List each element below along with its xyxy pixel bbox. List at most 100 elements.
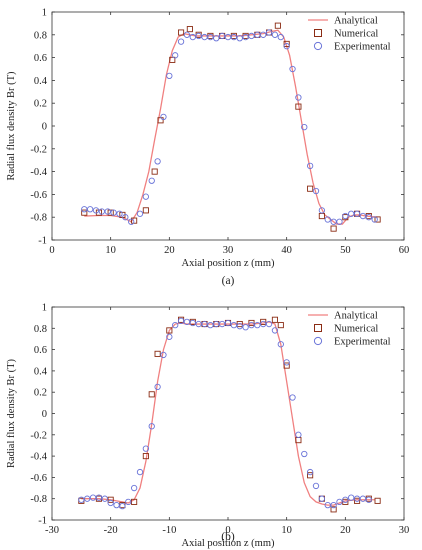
numerical-point: [248, 319, 255, 327]
experimental-point: [207, 33, 214, 41]
experimental-point: [348, 210, 355, 217]
experimental-point: [230, 33, 238, 41]
experimental-point: [189, 33, 196, 41]
y-tick-label: -0.2: [30, 430, 47, 441]
numerical-point: [271, 316, 278, 323]
x-tick-label: 20: [340, 525, 351, 536]
legend-label: Analytical: [334, 311, 378, 322]
experimental-point: [277, 33, 284, 41]
experimental-point: [189, 319, 196, 327]
numerical-point: [307, 185, 314, 192]
experimental-point: [336, 218, 343, 225]
y-tick-label: 0.8: [34, 324, 47, 335]
experimental-point: [172, 52, 179, 59]
experimental-point: [295, 94, 302, 101]
panel-label: (b): [221, 531, 235, 543]
experimental-point: [342, 212, 349, 220]
experimental-point: [265, 320, 273, 328]
experimental-point: [348, 494, 355, 501]
chart-panel-a: 0 10 20 30 40 50 60 -1 -0.8 -0.6 -0.4 -0.2 0 0.2 0.4 0.…: [6, 8, 409, 288]
y-tick-label: 0.4: [34, 366, 48, 377]
experimental-point: [254, 31, 261, 38]
experimental-point: [248, 32, 255, 40]
y-tick-label: 1: [42, 8, 47, 19]
legend-label: Numerical: [334, 29, 378, 40]
experimental-point: [81, 206, 88, 213]
experimental-point: [283, 43, 290, 50]
x-tick-label: 60: [399, 245, 410, 256]
numerical-point: [154, 350, 161, 357]
experimental-point: [260, 320, 267, 328]
experimental-point: [283, 359, 290, 366]
experimental-point: [289, 394, 296, 401]
experimental-point: [224, 319, 232, 327]
y-axis-label: Radial flux density Br (T): [6, 71, 17, 181]
experimental-point: [78, 496, 85, 503]
y-tick-label: 0: [42, 122, 47, 133]
experimental-point: [122, 214, 129, 221]
experimental-point: [318, 207, 326, 214]
experimental-point: [324, 501, 331, 509]
series-line-analytical: [84, 29, 378, 225]
experimental-point: [86, 206, 94, 213]
experimental-point: [195, 32, 202, 40]
legend-label: Experimental: [334, 337, 391, 348]
y-tick-label: 0.8: [34, 30, 47, 41]
x-tick-label: 0: [225, 525, 230, 536]
experimental-point: [125, 498, 132, 506]
experimental-point: [183, 31, 191, 38]
experimental-point: [312, 482, 320, 490]
panel-label: (a): [222, 275, 235, 287]
experimental-point: [301, 450, 308, 458]
experimental-point: [277, 341, 284, 348]
numerical-point: [107, 496, 114, 503]
experimental-point: [295, 431, 302, 438]
experimental-point: [218, 320, 226, 328]
x-axis-label: Axial position z (mm): [181, 258, 275, 269]
y-tick-label: 1: [42, 303, 47, 314]
experimental-point: [213, 35, 220, 42]
numerical-point: [186, 26, 193, 33]
experimental-point: [195, 320, 202, 328]
experimental-point: [230, 321, 238, 329]
experimental-point: [306, 468, 314, 476]
numerical-point: [151, 168, 158, 175]
numerical-point: [274, 22, 281, 29]
experimental-point: [166, 72, 173, 79]
legend-swatch-experimental: [313, 336, 323, 346]
experimental-point: [95, 494, 103, 501]
experimental-point: [130, 484, 138, 492]
numerical-point: [148, 391, 155, 398]
experimental-point: [353, 495, 361, 502]
y-tick-label: -0.4: [30, 167, 47, 178]
y-tick-label: -0.8: [30, 213, 47, 224]
numerical-point: [236, 320, 243, 328]
y-tick-label: -0.8: [30, 494, 47, 505]
experimental-point: [148, 423, 155, 430]
numerical-point: [142, 207, 149, 214]
experimental-point: [160, 113, 167, 121]
y-tick-label: 0.4: [34, 76, 48, 87]
experimental-point: [128, 218, 135, 225]
experimental-point: [248, 321, 255, 329]
x-tick-label: 10: [105, 245, 116, 256]
experimental-point: [154, 158, 161, 165]
numerical-point: [131, 217, 138, 224]
numerical-point: [81, 209, 88, 216]
experimental-point: [166, 333, 173, 340]
experimental-point: [213, 320, 220, 328]
y-tick-label: -1: [38, 516, 47, 527]
experimental-point: [353, 210, 361, 217]
experimental-point: [119, 503, 126, 510]
experimental-point: [324, 216, 331, 223]
x-tick-label: 10: [281, 525, 292, 536]
y-tick-label: -0.2: [30, 144, 47, 155]
experimental-point: [136, 210, 144, 217]
numerical-point: [107, 209, 114, 216]
x-axis-label: Axial position z (mm): [181, 538, 275, 549]
experimental-point: [271, 31, 279, 38]
experimental-point: [371, 216, 378, 223]
x-tick-label: 50: [340, 245, 351, 256]
y-tick-label: 0.6: [34, 53, 47, 64]
numerical-point: [260, 318, 267, 325]
